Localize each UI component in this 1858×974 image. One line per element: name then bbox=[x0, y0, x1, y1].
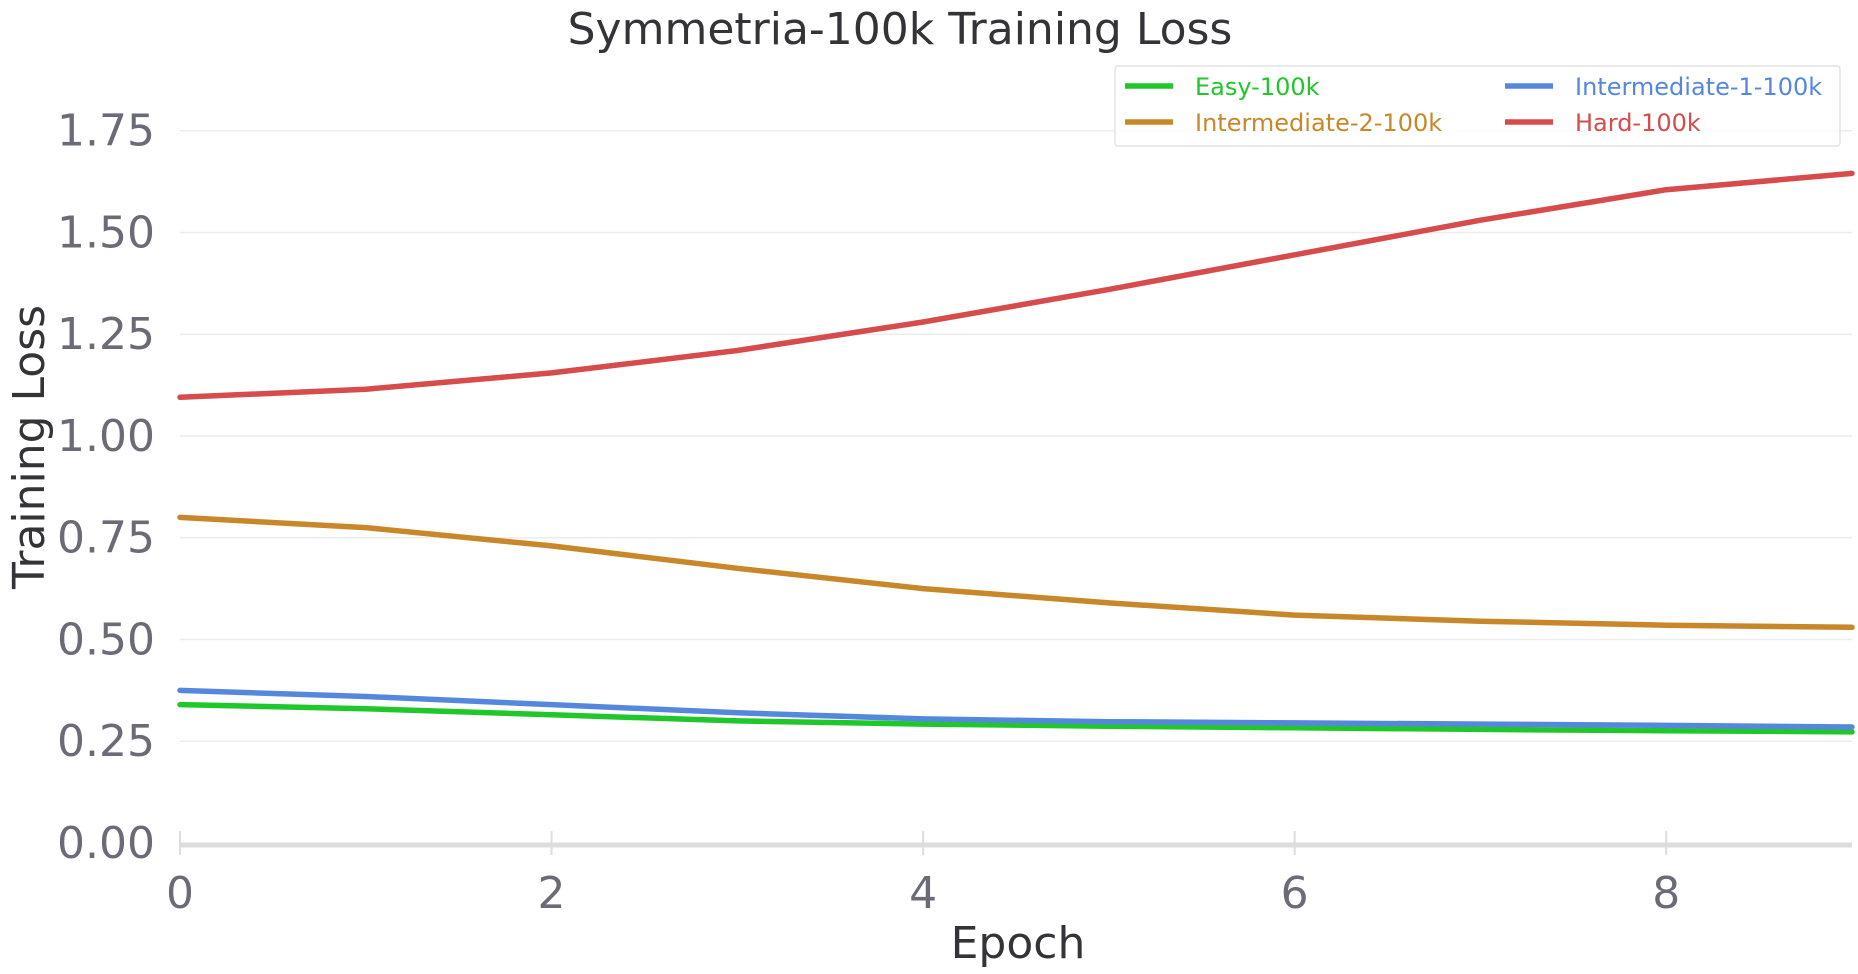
y-axis-ticks: 0.00 0.25 0.50 0.75 1.00 1.25 1.50 1.75 bbox=[57, 106, 155, 869]
series-line-3 bbox=[177, 170, 1855, 401]
x-tick-label: 6 bbox=[1281, 868, 1309, 919]
y-axis-label: Training Loss bbox=[4, 305, 55, 590]
legend-box bbox=[1114, 65, 1841, 147]
x-axis-ticks: 0 2 4 6 8 bbox=[166, 831, 1680, 919]
x-axis-label: Epoch bbox=[951, 918, 1086, 969]
y-tick-label: 1.25 bbox=[57, 309, 155, 360]
legend-entry-label: Intermediate-2-100k bbox=[1195, 109, 1442, 137]
y-tick-label: 0.00 bbox=[57, 818, 155, 869]
series-line-0 bbox=[177, 701, 1855, 735]
series-line-2 bbox=[177, 514, 1855, 631]
x-tick-label: 8 bbox=[1652, 868, 1680, 919]
legend-entry-label: Easy-100k bbox=[1195, 73, 1320, 101]
series-line-1 bbox=[177, 687, 1855, 730]
x-tick-label: 0 bbox=[166, 868, 194, 919]
legend-entry-label: Intermediate-1-100k bbox=[1575, 73, 1822, 101]
chart-title: Symmetria-100k Training Loss bbox=[568, 4, 1233, 55]
legend: Easy-100k Intermediate-1-100k Intermediate… bbox=[1114, 65, 1841, 147]
legend-entry-label: Hard-100k bbox=[1575, 109, 1701, 137]
y-tick-label: 1.00 bbox=[57, 411, 155, 462]
grid bbox=[180, 129, 1852, 742]
y-tick-label: 1.75 bbox=[57, 106, 155, 157]
y-tick-label: 0.75 bbox=[57, 513, 155, 564]
series-lines bbox=[177, 170, 1855, 735]
x-tick-label: 4 bbox=[909, 868, 937, 919]
y-tick-label: 0.50 bbox=[57, 614, 155, 665]
y-tick-label: 1.50 bbox=[57, 207, 155, 258]
x-tick-label: 2 bbox=[538, 868, 566, 919]
y-tick-label: 0.25 bbox=[57, 716, 155, 767]
